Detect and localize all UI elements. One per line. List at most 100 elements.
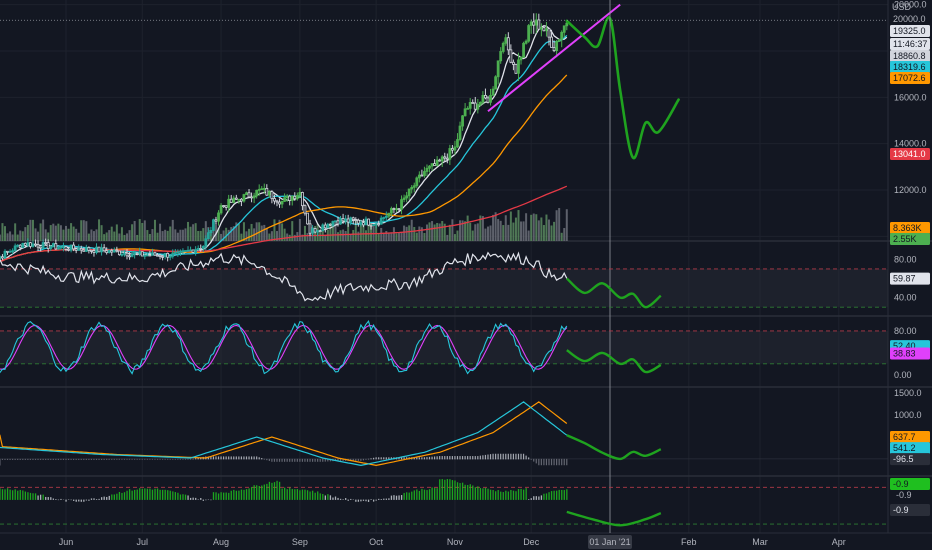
momentum-bar [217,493,220,500]
volume-bar [265,227,268,241]
volume-bar [400,232,403,241]
macd-histogram-bar [263,458,265,460]
macd-histogram-bar [550,458,553,466]
volume-bar [194,223,197,241]
momentum-bar [93,498,95,500]
stoch-band [0,330,888,364]
candle-body [463,108,467,117]
macd-histogram-bar [309,458,311,462]
volume-bar [398,232,401,241]
candle-body [400,199,403,210]
macd-histogram-bar [174,458,176,460]
macd-histogram-bar [271,458,273,462]
macd-histogram-bar [487,454,489,460]
macd-histogram-bar [103,458,105,460]
momentum-bar [47,497,49,500]
candle-body [318,230,322,233]
volume-bar [82,220,85,241]
macd-histogram-bar [421,457,423,460]
ma-short-value-badge [890,50,930,62]
momentum-bar [174,492,177,500]
macd-histogram-bar [116,458,118,460]
momentum-bar [123,492,126,500]
candle-body [181,250,185,253]
macd-histogram-bar [42,458,44,460]
macd-histogram-bar [12,458,14,460]
volume-bar [39,223,42,241]
macd-histogram-bar [83,458,85,460]
candle-body [34,243,37,246]
candle-body [362,222,365,226]
candle-body [196,248,200,250]
macd-histogram-bar [6,458,9,460]
ma-medium-line [0,34,568,262]
candle-body [407,188,411,197]
momentum-bar [189,497,192,500]
momentum-bar [228,492,230,500]
macd-histogram-bar [428,456,431,460]
candle-body [321,224,325,232]
momentum-bar [128,489,131,500]
volume-bar [138,219,141,241]
candle-body [67,248,70,251]
volume-bar [451,219,454,241]
momentum-bar [250,486,253,500]
momentum-bar [345,498,347,500]
time-tick-dec: Dec [523,537,540,547]
macd-histogram-bar [151,458,154,460]
macd-histogram-bar [362,458,365,461]
volume-bar [489,225,492,241]
volume-bar [24,227,27,241]
macd-histogram-bar [159,458,161,460]
macd-histogram-bar [426,457,428,460]
macd-histogram-bar [467,456,469,460]
macd-histogram-bar [238,456,240,460]
volume-bar [212,223,215,241]
macd-histogram-bar [390,457,392,460]
volume-bar [159,223,162,241]
macd-histogram-bar [128,458,131,460]
volume-bar [560,232,563,241]
candle-body [87,247,91,251]
momentum-bar [268,481,271,500]
momentum-bar [276,480,278,500]
macd-histogram-bar [139,458,141,460]
momentum-bar [515,491,517,500]
candle-body [6,250,9,253]
macd-histogram-bar [299,458,301,462]
top-price-label: 20000.0 [893,14,926,24]
volume-bar [547,219,550,241]
momentum-bar [375,499,377,501]
macd-histogram-bar [256,456,258,460]
volume-bar [362,221,365,241]
momentum-bar [106,496,108,500]
volume-bar [62,229,65,241]
macd-histogram-bar [55,458,57,460]
candle-body [537,19,541,30]
volume-bar [113,231,116,241]
macd-histogram-bar [449,456,451,460]
momentum-bar [306,490,309,500]
momentum-bar [75,499,77,502]
macd-histogram-bar [268,458,270,461]
candle-body [178,250,182,253]
volume-bar [29,219,32,241]
volume-bar [75,228,78,241]
volume-bar [115,224,118,241]
candle-body [267,191,271,196]
candle-body [36,244,40,248]
volume-bar [14,223,17,241]
macd-histogram-bar [9,458,11,460]
momentum-bar [256,485,258,500]
macd-histogram-bar [192,458,194,460]
macd-histogram-bar [29,458,32,460]
volume-bar [423,233,426,241]
candle-body [189,249,192,252]
macd-histogram-bar [517,453,520,460]
macd-histogram-bar [289,458,291,462]
time-tick-mar: Mar [752,537,768,547]
volume-bar [11,234,14,241]
momentum-bar [291,489,293,500]
price-tick-label: 14000.0 [894,139,927,149]
